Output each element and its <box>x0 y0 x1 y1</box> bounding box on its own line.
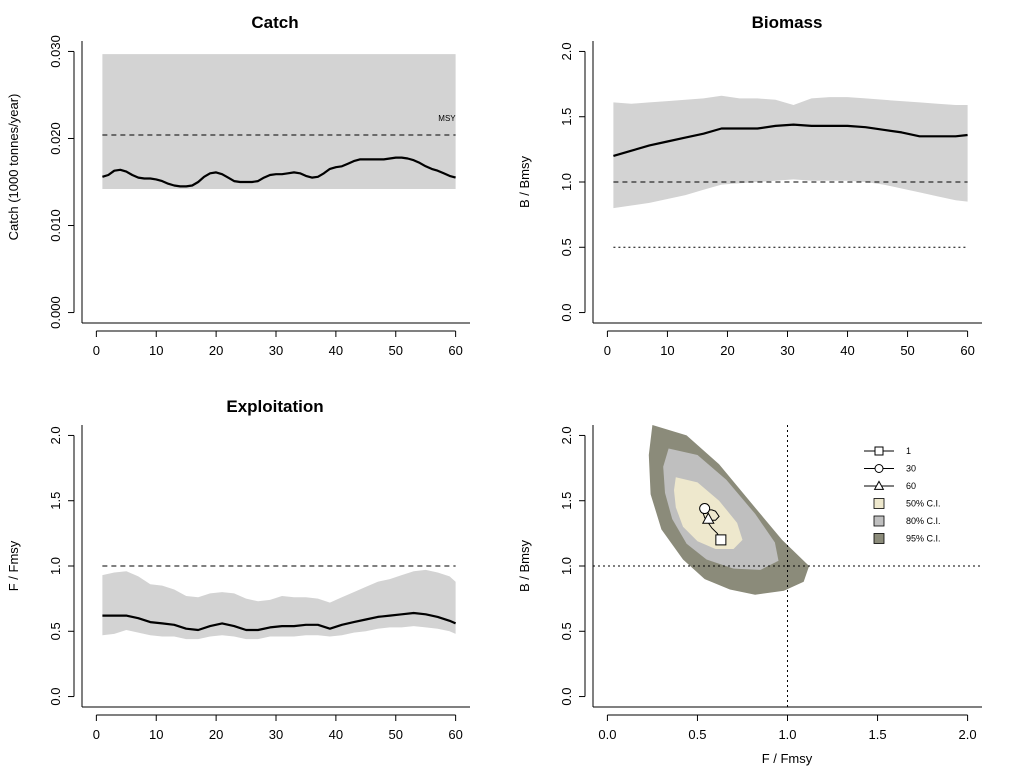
x-tick-label: 10 <box>149 343 163 358</box>
panel-biomass: 0 10 20 30 40 50 60 0.0 0.5 1.0 1.5 2.0 Biomass B /… <box>517 13 982 358</box>
x-tick-label: 50 <box>900 343 914 358</box>
legend-label: 60 <box>906 481 916 491</box>
y-tick-label: 2.0 <box>559 426 574 444</box>
y-tick-label: 0.5 <box>559 238 574 256</box>
legend-marker <box>874 464 884 473</box>
legend-label: 30 <box>906 464 916 474</box>
x-tick-label: 1.5 <box>869 727 887 742</box>
trajectory-marker <box>701 512 715 524</box>
y-tick-label: 1.5 <box>559 108 574 126</box>
legend-marker <box>874 446 884 456</box>
panel-kobe: 0.0 0.5 1.0 1.5 2.0 0.0 0.5 1.0 1.5 2.0 1 30 60 50% C… <box>517 425 982 766</box>
panel-title: Exploitation <box>226 397 323 416</box>
x-tick-label: 20 <box>720 343 734 358</box>
x-tick-label: 0.5 <box>688 727 706 742</box>
series-line <box>613 123 968 157</box>
x-tick-label: 30 <box>780 343 794 358</box>
x-tick-label: 30 <box>269 727 283 742</box>
x-tick-label: 10 <box>149 727 163 742</box>
confidence-band <box>102 569 456 640</box>
x-tick-label: 1.0 <box>778 727 796 742</box>
y-tick-label: 1.5 <box>48 492 63 510</box>
y-tick-label: 0.0 <box>559 304 574 322</box>
y-tick-label: 0.000 <box>48 296 63 329</box>
trajectory-marker <box>715 534 727 546</box>
x-tick-label: 40 <box>329 727 343 742</box>
legend-label: 50% C.I. <box>906 499 941 509</box>
x-tick-label: 40 <box>329 343 343 358</box>
y-tick-label: 1.5 <box>559 492 574 510</box>
panel-exploitation: 0 10 20 30 40 50 60 0.0 0.5 1.0 1.5 2.0 Exploitatio… <box>6 397 470 742</box>
reference-line-label: MSY <box>438 114 456 123</box>
y-tick-label: 0.030 <box>48 35 63 68</box>
x-tick-label: 50 <box>389 343 403 358</box>
x-tick-label: 40 <box>840 343 854 358</box>
legend-label: 95% C.I. <box>906 534 941 544</box>
y-tick-label: 0.020 <box>48 122 63 155</box>
legend-swatch <box>873 515 885 527</box>
x-tick-label: 0 <box>93 727 100 742</box>
x-tick-label: 50 <box>389 727 403 742</box>
y-tick-label: 0.0 <box>559 688 574 706</box>
legend-swatch <box>873 498 885 509</box>
y-axis-label: B / Bmsy <box>517 540 532 593</box>
panel-title: Biomass <box>752 13 823 32</box>
x-tick-label: 0 <box>604 343 611 358</box>
x-tick-label: 60 <box>448 727 462 742</box>
x-tick-label: 60 <box>448 343 462 358</box>
trajectory-marker <box>699 503 711 515</box>
series-line <box>102 156 456 188</box>
y-tick-label: 1.0 <box>559 173 574 191</box>
y-axis-label: F / Fmsy <box>6 540 21 591</box>
confidence-band <box>102 54 456 189</box>
y-tick-label: 0.5 <box>48 622 63 640</box>
legend-marker <box>873 480 885 490</box>
y-axis-label: Catch (1000 tonnes/year) <box>6 94 21 241</box>
legend-label: 1 <box>906 446 911 456</box>
y-tick-label: 0.010 <box>48 209 63 242</box>
y-axis-label: B / Bmsy <box>517 156 532 209</box>
confidence-band <box>613 95 968 209</box>
y-tick-label: 1.0 <box>559 557 574 575</box>
y-tick-label: 2.0 <box>48 426 63 444</box>
contour-group <box>648 425 810 595</box>
x-tick-label: 30 <box>269 343 283 358</box>
legend-label: 80% C.I. <box>906 516 941 526</box>
x-tick-label: 0 <box>93 343 100 358</box>
x-axis-label: F / Fmsy <box>762 751 813 766</box>
x-tick-label: 60 <box>960 343 974 358</box>
x-tick-label: 20 <box>209 343 223 358</box>
x-tick-label: 2.0 <box>959 727 977 742</box>
legend-swatch <box>873 533 885 544</box>
y-tick-label: 2.0 <box>559 42 574 60</box>
panel-catch: MSY 0 10 20 30 40 50 60 0.000 0.010 0.020 0.030 Cat… <box>6 13 470 358</box>
series-line <box>102 611 457 632</box>
x-tick-label: 10 <box>660 343 674 358</box>
x-tick-label: 20 <box>209 727 223 742</box>
y-tick-label: 0.5 <box>559 622 574 640</box>
panel-title: Catch <box>251 13 298 32</box>
x-tick-label: 0.0 <box>598 727 616 742</box>
y-tick-label: 1.0 <box>48 557 63 575</box>
y-tick-label: 0.0 <box>48 688 63 706</box>
